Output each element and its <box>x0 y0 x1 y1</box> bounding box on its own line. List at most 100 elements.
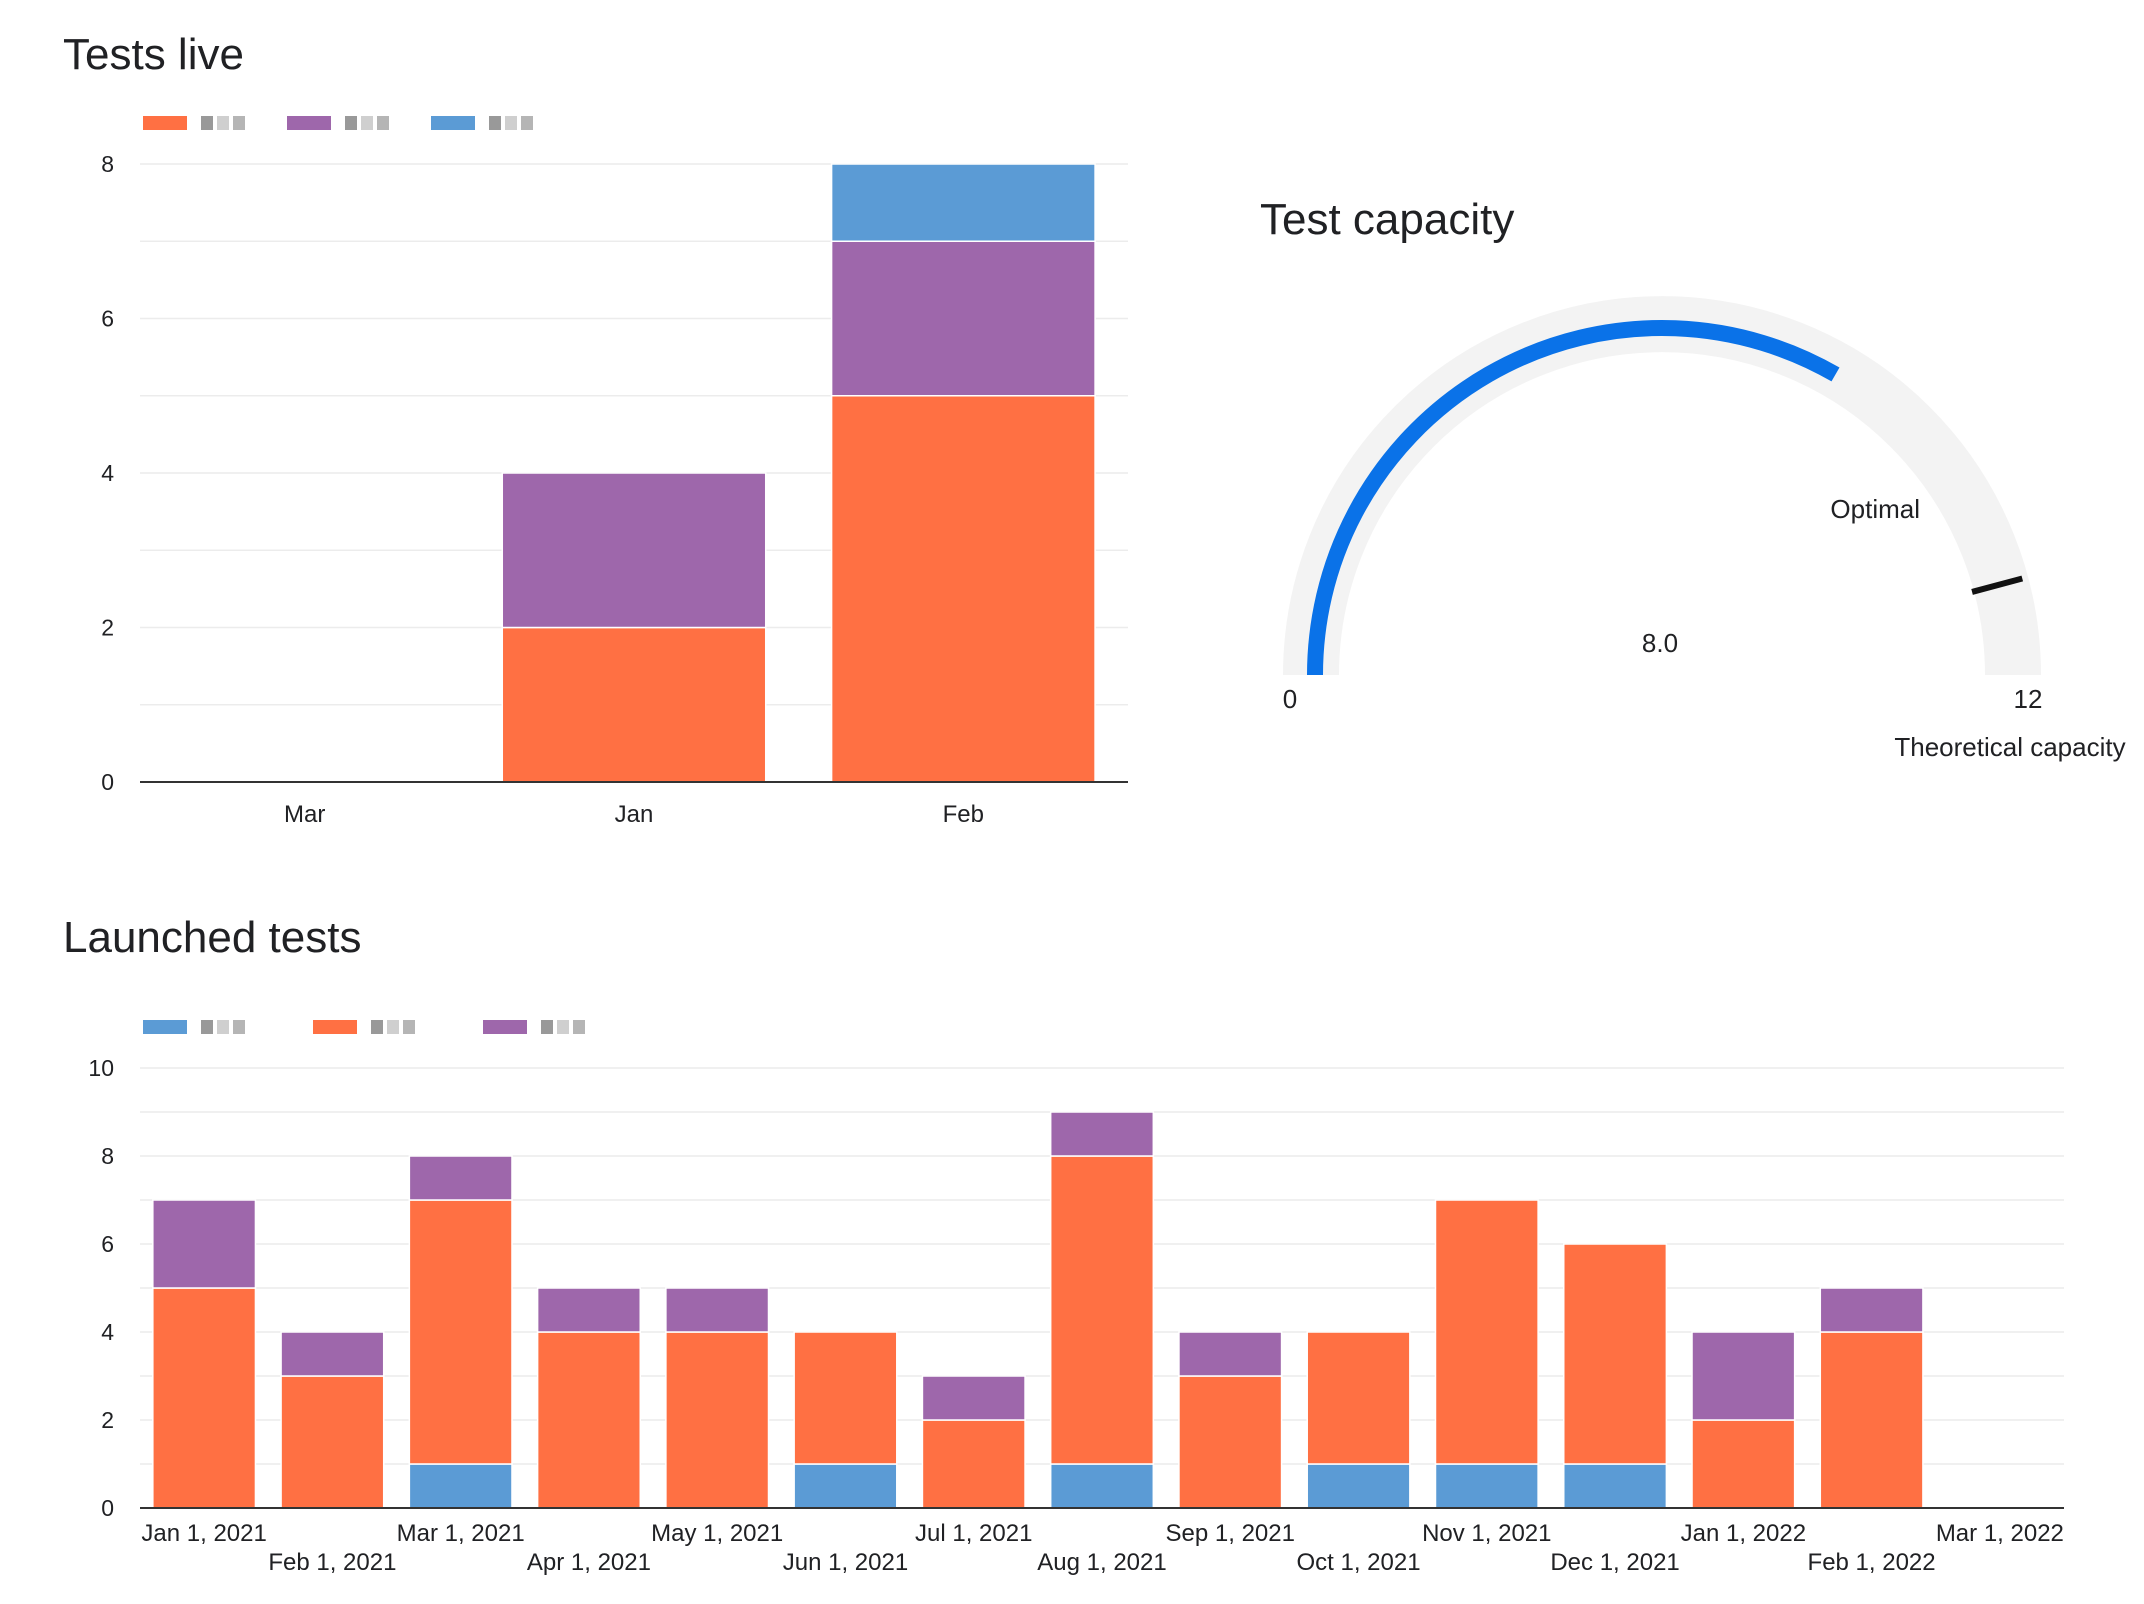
bar-segment[interactable] <box>1049 1463 1155 1509</box>
tests-live-chart: 0 2 4 6 8 Mar Jan Feb <box>101 116 1128 828</box>
legend-swatch <box>287 116 331 130</box>
bar-segment[interactable] <box>830 163 1096 242</box>
gauge-value-label: 8.0 <box>1642 628 1678 658</box>
gauge-target-label: Optimal <box>1830 494 1920 524</box>
bar-segment[interactable] <box>1306 1463 1411 1509</box>
bar-segment[interactable] <box>1049 1111 1155 1157</box>
bar-segment[interactable] <box>1434 1463 1539 1509</box>
bar-segment[interactable] <box>408 1199 513 1465</box>
y-tick-label: 2 <box>101 1407 114 1433</box>
x-category-label: Feb 1, 2022 <box>1808 1549 1936 1576</box>
bar-segment[interactable] <box>665 1287 770 1333</box>
bar-segment[interactable] <box>501 626 767 783</box>
x-category-label: Jul 1, 2021 <box>915 1520 1032 1547</box>
bar-segment[interactable] <box>1691 1331 1796 1421</box>
gauge-max-label: 12 <box>2014 684 2043 714</box>
legend-placeholder <box>361 116 373 130</box>
tests-live-title: Tests live <box>63 30 244 79</box>
gauge-max-caption: Theoretical capacity <box>1894 732 2125 762</box>
bar-segment[interactable] <box>1563 1243 1668 1465</box>
x-category-label: Dec 1, 2021 <box>1550 1549 1679 1576</box>
x-category-label: Apr 1, 2021 <box>527 1549 651 1576</box>
x-category-label: Jan 1, 2021 <box>141 1520 266 1547</box>
legend-placeholder <box>233 116 245 130</box>
legend-placeholder <box>505 116 517 130</box>
y-tick-label: 10 <box>88 1055 114 1081</box>
legend-swatch <box>313 1020 357 1034</box>
y-tick-label: 2 <box>101 615 114 641</box>
bar-segment[interactable] <box>536 1287 641 1333</box>
bar-segment[interactable] <box>793 1331 898 1465</box>
y-tick-label: 8 <box>101 1143 114 1169</box>
legend-placeholder <box>201 116 213 130</box>
legend-swatch <box>143 116 187 130</box>
legend-swatch <box>483 1020 527 1034</box>
x-category-label: Mar 1, 2021 <box>397 1520 525 1547</box>
legend-placeholder <box>371 1020 383 1034</box>
bar-segment[interactable] <box>1691 1419 1796 1509</box>
legend-placeholder <box>377 116 389 130</box>
bar-segment[interactable] <box>1178 1375 1283 1509</box>
bar-segment[interactable] <box>1306 1331 1411 1465</box>
x-category-label: Jun 1, 2021 <box>783 1549 908 1576</box>
x-category-label: Jan <box>615 801 654 828</box>
x-category-label: Aug 1, 2021 <box>1037 1549 1166 1576</box>
bar-segment[interactable] <box>1434 1199 1539 1465</box>
x-category-label: Nov 1, 2021 <box>1422 1520 1551 1547</box>
bar-segment[interactable] <box>280 1331 385 1377</box>
legend-placeholder <box>541 1020 553 1034</box>
bar-segment[interactable] <box>152 1287 257 1509</box>
legend-placeholder <box>233 1020 245 1034</box>
legend-placeholder <box>387 1020 399 1034</box>
bar-segment[interactable] <box>921 1419 1026 1509</box>
bar-segment[interactable] <box>830 240 1096 397</box>
legend-placeholder <box>573 1020 585 1034</box>
legend-placeholder <box>217 1020 229 1034</box>
legend-placeholder <box>521 116 533 130</box>
test-capacity-gauge: 8.0 0 12 Theoretical capacity Optimal <box>1283 296 2126 762</box>
x-category-label: Mar 1, 2022 <box>1936 1520 2064 1547</box>
legend-placeholder <box>489 116 501 130</box>
x-category-label: May 1, 2021 <box>651 1520 783 1547</box>
y-tick-label: 6 <box>101 306 114 332</box>
bar-segment[interactable] <box>536 1331 641 1509</box>
x-category-label: Sep 1, 2021 <box>1166 1520 1295 1547</box>
x-category-label: Mar <box>284 801 325 828</box>
gauge-target-marker <box>1971 575 2024 595</box>
bar-segment[interactable] <box>1049 1155 1155 1465</box>
bar-segment[interactable] <box>1819 1287 1924 1333</box>
legend-swatch <box>431 116 475 130</box>
legend-placeholder <box>217 116 229 130</box>
bar-segment[interactable] <box>1819 1331 1924 1509</box>
y-tick-label: 8 <box>101 151 114 177</box>
y-tick-label: 4 <box>101 1319 114 1345</box>
bar-segment[interactable] <box>408 1463 513 1509</box>
x-category-label: Feb <box>943 801 984 828</box>
bar-segment[interactable] <box>665 1331 770 1509</box>
launched-tests-title: Launched tests <box>63 913 362 962</box>
bar-segment[interactable] <box>1563 1463 1668 1509</box>
x-category-label: Oct 1, 2021 <box>1296 1549 1420 1576</box>
bar-segment[interactable] <box>793 1463 898 1509</box>
legend-placeholder <box>557 1020 569 1034</box>
bar-segment[interactable] <box>408 1155 513 1201</box>
bar-segment[interactable] <box>280 1375 385 1509</box>
bar-segment[interactable] <box>152 1199 257 1289</box>
y-tick-label: 0 <box>101 1495 114 1521</box>
test-capacity-title: Test capacity <box>1260 195 1515 244</box>
bar-segment[interactable] <box>830 395 1096 783</box>
x-category-label: Feb 1, 2021 <box>268 1549 396 1576</box>
bar-segment[interactable] <box>501 472 767 629</box>
legend-placeholder <box>403 1020 415 1034</box>
x-category-label: Jan 1, 2022 <box>1681 1520 1806 1547</box>
y-tick-label: 0 <box>101 769 114 795</box>
y-tick-label: 6 <box>101 1231 114 1257</box>
legend-placeholder <box>345 116 357 130</box>
bar-segment[interactable] <box>1178 1331 1283 1377</box>
y-tick-label: 4 <box>101 460 114 486</box>
legend-placeholder <box>201 1020 213 1034</box>
bar-segment[interactable] <box>921 1375 1026 1421</box>
gauge-min-label: 0 <box>1283 684 1297 714</box>
